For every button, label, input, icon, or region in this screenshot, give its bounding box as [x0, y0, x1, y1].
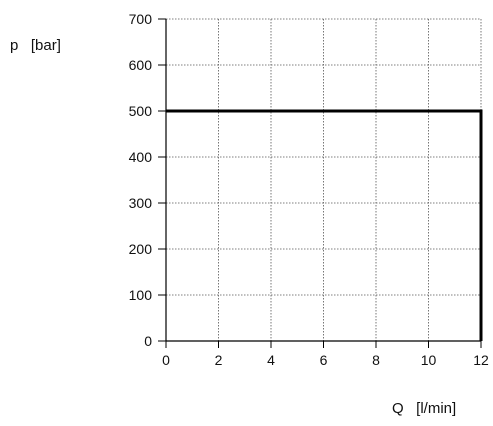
x-axis-label: Q [l/min]	[392, 400, 456, 417]
series-line	[166, 109, 483, 341]
y-tick-label: 500	[129, 103, 153, 119]
y-tick-label: 600	[129, 57, 153, 73]
x-tick-label: 12	[473, 352, 489, 368]
y-tick-label: 400	[129, 149, 153, 165]
x-tick-label: 10	[421, 352, 437, 368]
axes	[158, 18, 482, 348]
x-tick-label: 8	[372, 352, 380, 368]
tick-labels: 0 100 200 300 400 500 600 700 0 2 4 6 8 10 12	[129, 11, 489, 368]
y-tick-label: 0	[144, 333, 152, 349]
y-axis-label: p [bar]	[10, 37, 61, 54]
series-layer	[166, 109, 483, 341]
y-tick-label: 300	[129, 195, 153, 211]
grid	[166, 18, 482, 341]
y-tick-label: 200	[129, 241, 153, 257]
y-tick-label: 100	[129, 287, 153, 303]
y-tick-label: 700	[129, 11, 153, 27]
x-tick-label: 4	[267, 352, 275, 368]
x-tick-label: 6	[320, 352, 328, 368]
x-tick-label: 2	[215, 352, 223, 368]
x-tick-label: 0	[162, 352, 170, 368]
